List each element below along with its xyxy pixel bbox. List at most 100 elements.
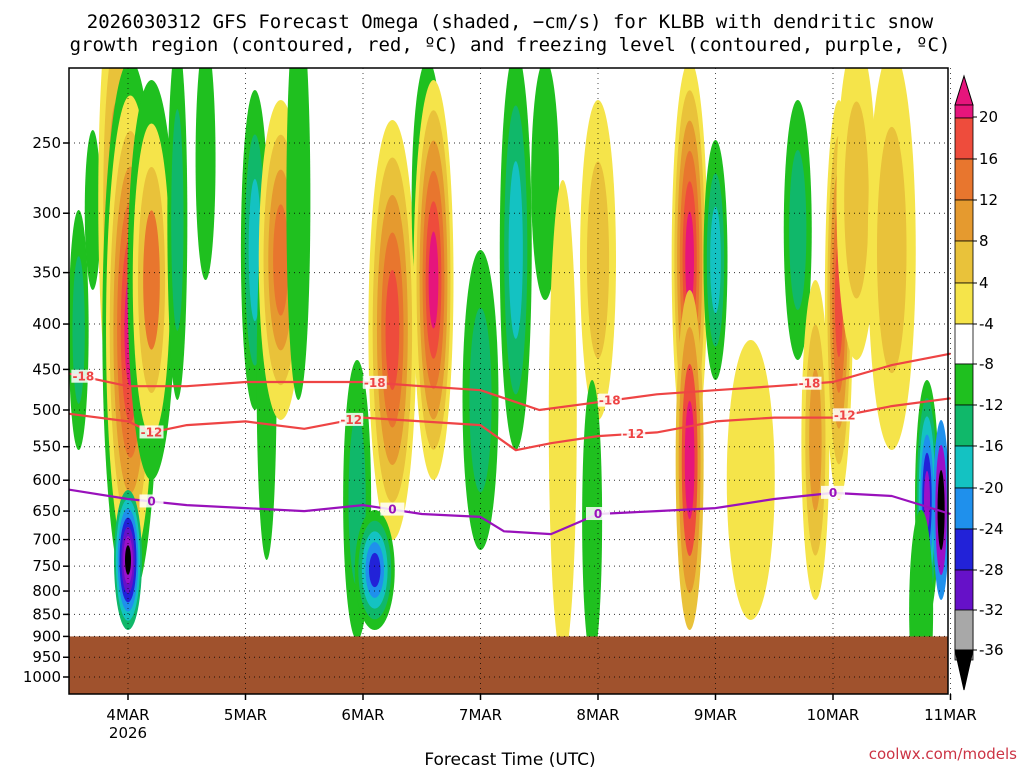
- omega-cell-19-0: [531, 68, 560, 300]
- omega-cell-18-2: [508, 161, 523, 339]
- colorbar-label-4: 4: [979, 274, 989, 292]
- ground-fill: [69, 636, 948, 694]
- x-tick-label-10MAR: 10MAR: [807, 706, 860, 724]
- y-tick-label-400: 400: [32, 315, 61, 333]
- omega-cell-7-0: [195, 68, 216, 280]
- contour-label-bg--18-2: [597, 393, 622, 407]
- contour-label-0-0: 0: [147, 494, 155, 508]
- omega-cell-30-1: [844, 101, 869, 299]
- y-tick-label-450: 450: [32, 360, 61, 378]
- contour-label-bg-0-1: [380, 502, 405, 516]
- colorbar-swatch-10: [954, 487, 974, 530]
- colorbar-swatch-12: [954, 569, 974, 612]
- contour-label--18-2: -18: [599, 394, 621, 408]
- colorbar-label-5: -4: [979, 315, 994, 333]
- x-tick-label-7MAR: 7MAR: [459, 706, 502, 724]
- x-tick-label-9MAR: 9MAR: [694, 706, 737, 724]
- omega-cell-28-2: [809, 368, 822, 512]
- y-tick-label-700: 700: [32, 531, 61, 549]
- x-tick-label-5MAR: 5MAR: [224, 706, 267, 724]
- omega-cell-25-2: [710, 206, 721, 314]
- colorbar-swatch-3: [954, 199, 974, 242]
- colorbar-label-12: -32: [979, 601, 1004, 619]
- x-tick-label-8MAR: 8MAR: [576, 706, 619, 724]
- colorbar-label-7: -12: [979, 396, 1004, 414]
- omega-cell-4-6: [125, 545, 131, 575]
- colorbar: 20 16 12 8 4 -4 -8 -12 -16 -20 -24 -28 -32 -36: [954, 74, 1004, 691]
- colorbar-label-10: -24: [979, 520, 1004, 538]
- contour-label-bg-0-0: [139, 494, 164, 508]
- omega-cell-20-0: [548, 180, 577, 660]
- colorbar-label-2: 12: [979, 191, 998, 209]
- omega-cell-5-3: [143, 210, 160, 350]
- omega-cell-17-1: [469, 307, 492, 493]
- contour-line--12: [69, 397, 951, 452]
- contour-label-bg--18-1: [362, 375, 387, 389]
- colorbar-top-arrow: [954, 74, 974, 106]
- plot-frame: [68, 67, 949, 695]
- omega-cell-0-1: [72, 256, 85, 404]
- omega-cell-23-5: [685, 211, 695, 309]
- y-axis: 250 300 350 400 450 500 550 600 650 700 750 800 850 9…: [23, 134, 69, 686]
- colorbar-label-0: 20: [979, 108, 998, 126]
- chart-title: 2026030312 GFS Forecast Omega (shaded, −…: [70, 11, 951, 56]
- title-line-2: growth region (contoured, red, ºC) and f…: [70, 34, 951, 56]
- y-tick-label-500: 500: [32, 401, 61, 419]
- contour-label-bg-0-3: [821, 485, 845, 499]
- omega-cell-26-0: [726, 340, 775, 620]
- contour-label-bg--12-2: [621, 426, 646, 440]
- colorbar-swatch-4: [954, 240, 974, 284]
- contour-label-0-3: 0: [829, 486, 837, 500]
- y-tick-label-800: 800: [32, 582, 61, 600]
- colorbar-swatch-11: [954, 528, 974, 571]
- colorbar-label-9: -20: [979, 479, 1004, 497]
- colorbar-label-8: -16: [979, 437, 1004, 455]
- omega-cell-6-1: [171, 109, 184, 331]
- ground-mask: [69, 636, 948, 694]
- y-tick-label-250: 250: [32, 134, 61, 152]
- contour-label-bg--18-3: [797, 376, 822, 390]
- colorbar-label-1: 16: [979, 150, 998, 168]
- y-tick-label-1000: 1000: [23, 668, 61, 686]
- y-tick-label-550: 550: [32, 438, 61, 456]
- y-tick-label-850: 850: [32, 605, 61, 623]
- omega-cell-16-5: [428, 231, 439, 329]
- contour-label-0-1: 0: [388, 503, 396, 517]
- contour-label--12-2: -12: [622, 427, 644, 441]
- contour-line-0: [69, 488, 951, 536]
- colorbar-bottom-arrow: [954, 649, 974, 691]
- contour-label-bg--12-0: [139, 425, 164, 439]
- colorbar-swatch-5: [954, 282, 974, 325]
- colorbar-label-6: -8: [979, 355, 994, 373]
- omega-cell-8-2: [248, 178, 262, 322]
- omega-cell-24-3: [684, 400, 695, 520]
- omega-cell-32-5: [924, 470, 930, 530]
- omega-shading: [69, 68, 948, 694]
- contour-label-bg--12-3: [832, 408, 857, 422]
- x-tick-label-4MAR: 4MAR: [106, 706, 149, 724]
- omega-cell-10-3: [273, 204, 289, 316]
- colorbar-swatch-1: [954, 117, 974, 160]
- credit-link[interactable]: coolwx.com/models: [869, 745, 1017, 763]
- contour-label--18-3: -18: [799, 377, 821, 391]
- omega-cell-21-1: [586, 161, 610, 359]
- y-tick-label-300: 300: [32, 204, 61, 222]
- omega-cell-1-0: [84, 130, 101, 290]
- omega-cell-31-1: [876, 126, 907, 374]
- colorbar-swatch-8: [954, 404, 974, 447]
- title-line-1: 2026030312 GFS Forecast Omega (shaded, −…: [87, 11, 934, 33]
- colorbar-swatch-6: [954, 323, 974, 365]
- y-tick-label-950: 950: [32, 648, 61, 666]
- contour-label--12-3: -12: [834, 408, 856, 422]
- omega-cell-14-4: [369, 552, 381, 588]
- colorbar-swatch-0: [954, 104, 974, 119]
- omega-cell-13-4: [385, 270, 400, 390]
- colorbar-swatch-2: [954, 158, 974, 201]
- y-tick-label-600: 600: [32, 471, 61, 489]
- contour-label-bg--12-1: [339, 412, 364, 426]
- omega-cell-27-1: [789, 150, 807, 310]
- y-tick-label-350: 350: [32, 264, 61, 282]
- contour-label--18-1: -18: [364, 376, 386, 390]
